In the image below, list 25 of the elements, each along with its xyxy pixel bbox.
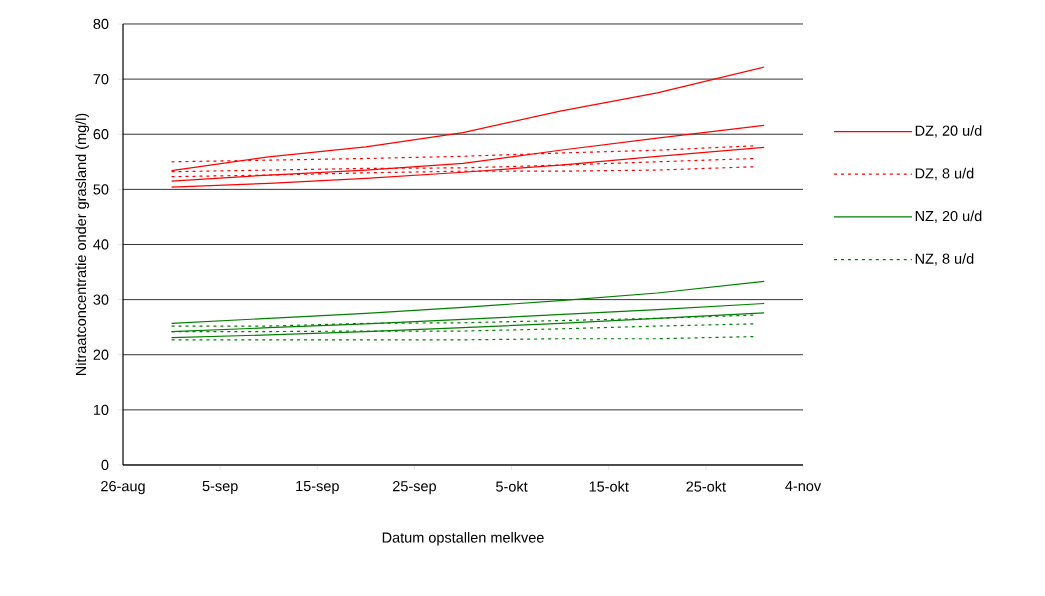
x-tick-label: 15-okt bbox=[589, 481, 629, 492]
y-tick-label: 0 bbox=[101, 459, 109, 471]
text: NZ, 8 u/d bbox=[915, 253, 974, 266]
text: DZ, 8 u/d bbox=[915, 167, 974, 181]
y-tick-label: 70 bbox=[93, 73, 109, 85]
y-tick-label: 80 bbox=[93, 18, 109, 30]
text: DZ, 20 u/d bbox=[915, 125, 982, 138]
x-tick-label: 26-aug bbox=[101, 481, 145, 495]
x-tick-label: 15-sep bbox=[296, 481, 339, 495]
y-axis-title: Nitraatconcentratie onder grasland (mg/l) bbox=[75, 113, 89, 376]
x-tick-label: 5-sep bbox=[202, 481, 238, 495]
y-tick-label: 10 bbox=[93, 404, 109, 415]
x-tick-label: 25-okt bbox=[686, 481, 726, 492]
x-tick-label: 5-okt bbox=[496, 481, 528, 492]
y-tick-label: 30 bbox=[93, 294, 109, 305]
line-series bbox=[170, 124, 765, 182]
x-axis-title: Datum opstallen melkvee bbox=[382, 532, 544, 546]
x-tick-label: 25-sep bbox=[393, 481, 436, 495]
x-tick-label: 4-nov bbox=[785, 481, 822, 492]
line-series bbox=[170, 146, 765, 188]
y-tick-label: 50 bbox=[93, 184, 109, 195]
y-tick-label: 60 bbox=[93, 129, 109, 140]
text: NZ, 20 u/d bbox=[915, 210, 982, 223]
y-tick-label: 40 bbox=[93, 239, 109, 250]
y-tick-label: 20 bbox=[93, 349, 109, 360]
